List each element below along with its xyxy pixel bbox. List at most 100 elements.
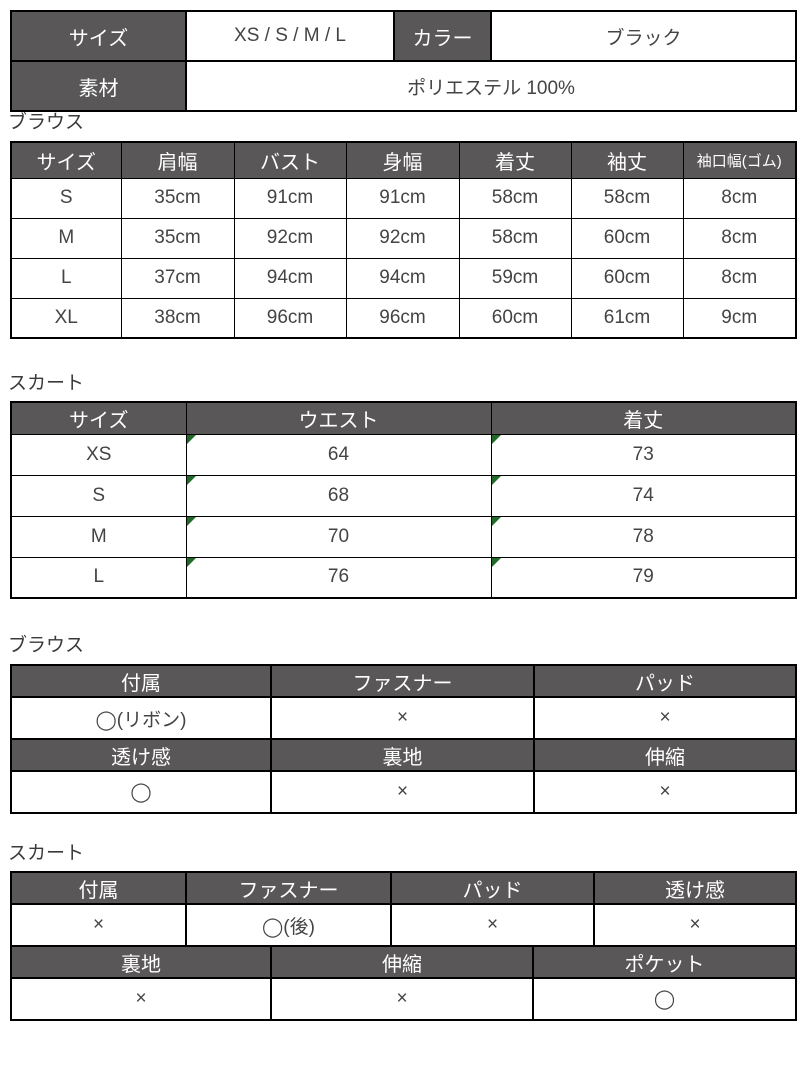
table-row: ◯(リボン) × × [10, 696, 797, 740]
data-cell: 76 [185, 556, 492, 599]
data-cell: 61cm [570, 297, 684, 339]
header-cell: 伸縮 [270, 945, 534, 979]
data-cell: ◯(リボン) [10, 696, 272, 740]
data-cell: 73 [490, 433, 797, 476]
data-cell: × [390, 903, 595, 947]
data-cell: XS [10, 433, 187, 476]
table-header-row: サイズ ウエスト 着丈 [10, 401, 797, 435]
data-cell: 9cm [682, 297, 797, 339]
header-cell: 袖丈 [570, 141, 684, 179]
data-cell: × [270, 977, 534, 1021]
blouse-size-table: サイズ 肩幅 バスト 身幅 着丈 袖丈 袖口幅(ゴム) S 35cm 91cm … [10, 141, 797, 339]
header-cell: 裏地 [270, 738, 535, 772]
data-cell: 91cm [345, 177, 460, 219]
cell-text: 64 [327, 443, 350, 465]
data-cell: 68 [185, 474, 492, 517]
table-row: M 70 78 [10, 515, 797, 558]
table-row: S 68 74 [10, 474, 797, 517]
header-cell: 着丈 [490, 401, 797, 435]
data-cell: × [270, 696, 535, 740]
header-cell: バスト [233, 141, 347, 179]
data-cell: M [10, 515, 187, 558]
data-cell: ◯(後) [185, 903, 392, 947]
excel-error-flag-icon [492, 435, 501, 444]
table-row: L 76 79 [10, 556, 797, 599]
section-label-skirt-features: スカート [8, 843, 85, 864]
data-cell: × [270, 770, 535, 814]
cell-text: 78 [632, 525, 654, 547]
table-row: × ◯(後) × × [10, 903, 797, 947]
data-cell: ◯ [532, 977, 797, 1021]
table-row: 素材 ポリエステル 100% [10, 60, 797, 112]
material-label-cell: 素材 [10, 60, 187, 112]
data-cell: S [10, 474, 187, 517]
data-cell: 91cm [233, 177, 347, 219]
section-label-skirt-size: スカート [8, 373, 85, 394]
excel-error-flag-icon [492, 517, 501, 526]
cell-text: 74 [632, 484, 654, 506]
data-cell: 92cm [233, 217, 347, 259]
header-cell: ファスナー [270, 664, 535, 698]
section-label-blouse-features: ブラウス [8, 635, 85, 656]
header-cell: 付属 [10, 664, 272, 698]
cell-text: 79 [632, 566, 654, 588]
data-cell: L [10, 257, 122, 299]
data-cell: 96cm [345, 297, 460, 339]
data-cell: 58cm [458, 177, 572, 219]
data-cell: 60cm [458, 297, 572, 339]
data-cell: 35cm [120, 217, 235, 259]
table-row: L 37cm 94cm 94cm 59cm 60cm 8cm [10, 257, 797, 299]
table-header-row: 付属 ファスナー パッド 透け感 [10, 871, 797, 905]
data-cell: 70 [185, 515, 492, 558]
data-cell: 78 [490, 515, 797, 558]
header-cell: ファスナー [185, 871, 392, 905]
data-cell: 92cm [345, 217, 460, 259]
data-cell: × [593, 903, 797, 947]
data-cell: S [10, 177, 122, 219]
data-cell: 60cm [570, 217, 684, 259]
excel-error-flag-icon [187, 558, 196, 567]
header-cell: 付属 [10, 871, 187, 905]
data-cell: × [533, 770, 797, 814]
section-label-blouse-size: ブラウス [8, 112, 85, 133]
header-cell: サイズ [10, 141, 122, 179]
excel-error-flag-icon [187, 476, 196, 485]
data-cell: L [10, 556, 187, 599]
header-cell: 透け感 [593, 871, 797, 905]
header-cell: ウエスト [185, 401, 492, 435]
table-row: サイズ XS / S / M / L カラー ブラック [10, 10, 797, 62]
table-row: XS 64 73 [10, 433, 797, 476]
data-cell: × [533, 696, 797, 740]
data-cell: XL [10, 297, 122, 339]
data-cell: 35cm [120, 177, 235, 219]
cell-text: 68 [327, 484, 350, 506]
skirt-size-table: サイズ ウエスト 着丈 XS 64 73 S 68 74 M 70 78 L 7… [10, 401, 797, 599]
data-cell: × [10, 977, 272, 1021]
data-cell: 96cm [233, 297, 347, 339]
data-cell: 58cm [458, 217, 572, 259]
skirt-spec-table-bottom: 裏地 伸縮 ポケット × × ◯ [10, 945, 797, 1021]
header-cell: 身幅 [345, 141, 460, 179]
header-cell: 裏地 [10, 945, 272, 979]
material-value-cell: ポリエステル 100% [185, 60, 797, 112]
product-summary-table: サイズ XS / S / M / L カラー ブラック 素材 ポリエステル 10… [10, 10, 797, 112]
color-value-cell: ブラック [490, 10, 797, 62]
data-cell: 37cm [120, 257, 235, 299]
table-row: ◯ × × [10, 770, 797, 814]
table-header-row: 付属 ファスナー パッド [10, 664, 797, 698]
skirt-spec-table-top: 付属 ファスナー パッド 透け感 × ◯(後) × × [10, 871, 797, 947]
table-row: × × ◯ [10, 977, 797, 1021]
table-row: XL 38cm 96cm 96cm 60cm 61cm 9cm [10, 297, 797, 339]
header-cell: 肩幅 [120, 141, 235, 179]
excel-error-flag-icon [492, 476, 501, 485]
data-cell: 74 [490, 474, 797, 517]
table-row: S 35cm 91cm 91cm 58cm 58cm 8cm [10, 177, 797, 219]
data-cell: 58cm [570, 177, 684, 219]
header-cell: パッド [390, 871, 595, 905]
table-row: M 35cm 92cm 92cm 58cm 60cm 8cm [10, 217, 797, 259]
table-header-row: サイズ 肩幅 バスト 身幅 着丈 袖丈 袖口幅(ゴム) [10, 141, 797, 179]
data-cell: 79 [490, 556, 797, 599]
data-cell: 8cm [682, 217, 797, 259]
table-header-row: 透け感 裏地 伸縮 [10, 738, 797, 772]
blouse-spec-table: 付属 ファスナー パッド ◯(リボン) × × 透け感 裏地 伸縮 ◯ × × [10, 664, 797, 814]
